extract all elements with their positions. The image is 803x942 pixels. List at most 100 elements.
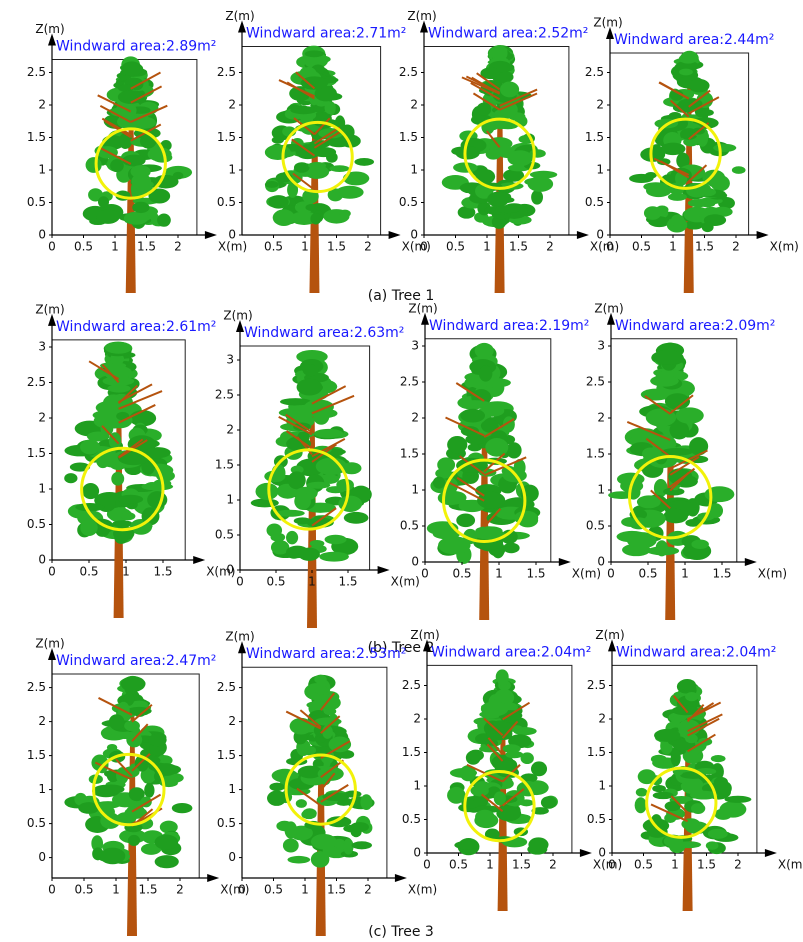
y-tick-label: 1 [38, 163, 46, 177]
foliage [691, 539, 708, 549]
foliage [344, 512, 369, 524]
y-tick-label: 1.5 [585, 130, 604, 144]
foliage [290, 718, 313, 735]
x-axis-label: X(m) [408, 883, 437, 897]
foliage [617, 531, 648, 542]
panel-title: Windward area:2.44m² [614, 32, 774, 48]
foliage [711, 755, 726, 762]
y-tick-label: 2 [38, 98, 46, 112]
x-tick-label: 1.5 [327, 240, 346, 254]
x-tick-label: 0 [48, 883, 56, 897]
y-tick-label: 0 [38, 850, 46, 864]
y-tick-label: 2 [596, 98, 604, 112]
y-tick-label: 3 [597, 339, 605, 353]
foliage [459, 400, 490, 407]
foliage [288, 471, 306, 489]
foliage [273, 209, 295, 226]
foliage [109, 714, 125, 730]
foliage [319, 552, 349, 562]
foliage [148, 734, 166, 746]
y-tick-label: 2 [38, 411, 46, 425]
foliage [144, 783, 154, 798]
foliage [330, 165, 350, 172]
foliage [121, 512, 135, 520]
x-arrow [765, 849, 777, 857]
foliage [498, 676, 508, 685]
foliage [541, 796, 557, 809]
y-tick-label: 2.5 [27, 375, 46, 389]
foliage [688, 210, 702, 218]
y-tick-label: 1.5 [587, 745, 606, 759]
foliage [725, 796, 752, 803]
foliage [290, 106, 317, 114]
y-axis-label: Z(m) [35, 22, 64, 36]
y-tick-label: 1.5 [399, 130, 418, 144]
y-tick-label: 2.5 [399, 65, 418, 79]
y-tick-label: 2.5 [587, 678, 606, 692]
y-tick-label: 0.5 [400, 519, 419, 533]
x-tick-label: 1.5 [138, 883, 157, 897]
x-tick-label: 1 [483, 240, 491, 254]
y-tick-label: 0.5 [585, 195, 604, 209]
x-tick-label: 0.5 [446, 240, 465, 254]
tree-illustration [83, 56, 192, 293]
foliage [110, 159, 124, 172]
tree-illustration [442, 45, 557, 293]
foliage [315, 685, 328, 694]
foliage [124, 212, 148, 225]
foliage [172, 803, 193, 813]
foliage [456, 514, 475, 528]
y-tick-label: 0.5 [217, 816, 236, 830]
foliage [351, 841, 372, 849]
y-tick-label: 1 [228, 782, 236, 796]
x-tick-label: 0 [48, 240, 56, 254]
y-tick-label: 1 [228, 163, 236, 177]
y-tick-label: 2 [411, 411, 419, 425]
y-tick-label: 1.5 [27, 446, 46, 460]
tree-illustration [64, 676, 192, 936]
x-tick-label: 1.5 [338, 575, 357, 589]
foliage [528, 176, 554, 192]
y-tick-label: 2 [410, 98, 418, 112]
panel-title: Windward area:2.61m² [56, 319, 216, 335]
x-tick-label: 1 [301, 240, 309, 254]
x-tick-label: 1 [669, 240, 677, 254]
foliage [251, 499, 279, 508]
y-tick-label: 0.5 [587, 812, 606, 826]
foliage [668, 468, 692, 485]
foliage [324, 708, 337, 716]
x-tick-label: 0.5 [74, 240, 93, 254]
x-tick-label: 0.5 [452, 567, 471, 581]
foliage [487, 192, 509, 207]
y-tick-label: 2 [228, 714, 236, 728]
tree-illustration [447, 669, 558, 911]
foliage [700, 200, 716, 207]
panel-title: Windward area:2.19m² [429, 318, 589, 334]
foliage [679, 679, 696, 690]
foliage [294, 493, 311, 510]
foliage [86, 157, 102, 173]
x-arrow [577, 231, 589, 239]
foliage [111, 472, 124, 486]
foliage [652, 785, 666, 792]
x-tick-label: 1 [112, 883, 120, 897]
foliage [276, 821, 292, 831]
foliage [336, 479, 354, 491]
y-tick-label: 0 [411, 555, 419, 569]
x-tick-label: 1 [122, 565, 130, 579]
tree-illustration [635, 679, 752, 911]
foliage [98, 784, 125, 794]
tree-illustration [267, 675, 375, 936]
foliage [173, 172, 184, 180]
y-tick-label: 1.5 [400, 447, 419, 461]
foliage [286, 531, 298, 544]
y-tick-label: 1.5 [217, 130, 236, 144]
x-tick-label: 0 [48, 565, 56, 579]
y-tick-label: 0 [226, 563, 234, 577]
foliage [121, 676, 146, 692]
y-tick-label: 1 [410, 163, 418, 177]
foliage [131, 165, 151, 178]
foliage [475, 343, 494, 359]
foliage [311, 834, 337, 849]
x-arrow [580, 849, 592, 857]
